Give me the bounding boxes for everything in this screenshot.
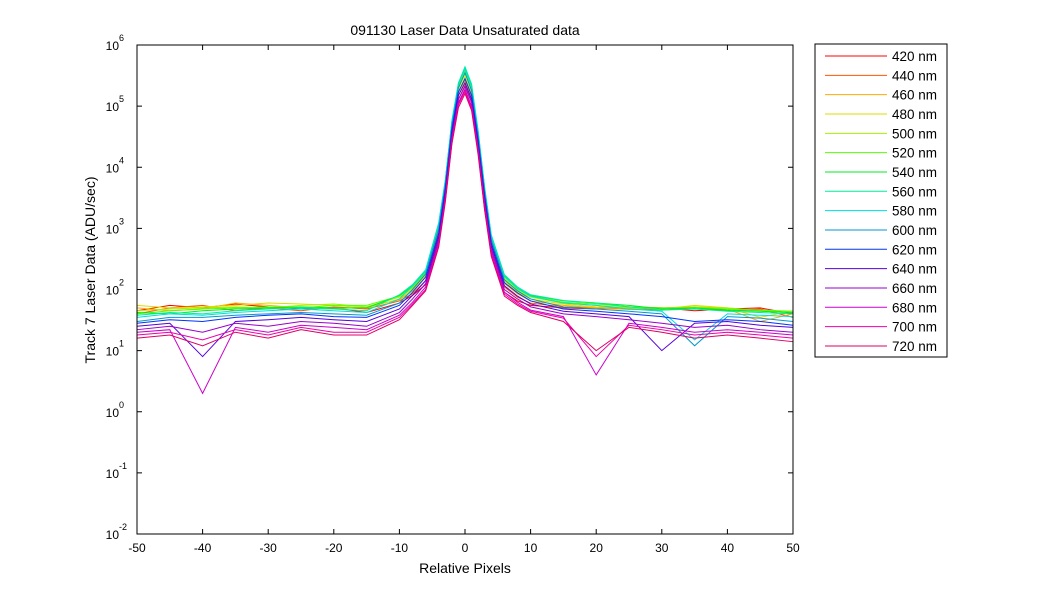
x-tick-label: -30 xyxy=(260,541,278,555)
y-tick-exponent: 3 xyxy=(119,216,124,226)
series-line-7 xyxy=(136,65,794,316)
y-tick-label: 10 xyxy=(106,100,120,114)
legend-label-8: 580 nm xyxy=(892,204,937,219)
y-tick-label: 10 xyxy=(106,528,120,542)
y-tick-label: 10 xyxy=(106,467,120,481)
y-tick-exponent: 4 xyxy=(119,155,124,165)
y-tick-exponent: -1 xyxy=(119,461,127,471)
y-tick-base: 10 xyxy=(106,528,120,542)
legend-label-12: 660 nm xyxy=(892,281,937,296)
x-axis-ticks: -50 -40 -30 -20 -10 0 10 20 30 40 50 xyxy=(128,45,800,555)
y-tick-exponent: 1 xyxy=(119,339,124,349)
legend-label-13: 680 nm xyxy=(892,300,937,315)
series-line-12 xyxy=(136,85,794,333)
series-line-13 xyxy=(136,87,794,395)
series-line-15 xyxy=(136,92,794,352)
y-tick-base: 10 xyxy=(106,100,120,114)
x-tick-label: 10 xyxy=(524,541,538,555)
y-tick-base: 10 xyxy=(106,345,120,359)
series-line-10 xyxy=(136,77,794,326)
legend-label-14: 700 nm xyxy=(892,320,937,335)
legend-label-9: 600 nm xyxy=(892,223,937,238)
y-tick-label: 10 xyxy=(106,161,120,175)
y-tick-label: 10 xyxy=(106,222,120,236)
y-tick-label: 10 xyxy=(106,39,120,53)
legend-label-6: 540 nm xyxy=(892,165,937,180)
y-tick-exponent: -2 xyxy=(119,522,127,532)
legend-label-0: 420 nm xyxy=(892,49,937,64)
x-tick-label: -50 xyxy=(128,541,146,555)
chart-title: 091130 Laser Data Unsaturated data xyxy=(350,22,580,38)
y-tick-exponent: 6 xyxy=(119,33,124,43)
legend-label-7: 560 nm xyxy=(892,184,937,199)
legend-label-11: 640 nm xyxy=(892,262,937,277)
series-line-8 xyxy=(136,67,794,341)
x-tick-label: -20 xyxy=(325,541,343,555)
y-tick-base: 10 xyxy=(106,406,120,420)
legend-label-3: 480 nm xyxy=(892,107,937,122)
y-axis-label: Track 7 Laser Data (ADU/sec) xyxy=(82,177,98,364)
x-tick-label: 20 xyxy=(590,541,604,555)
x-tick-label: 30 xyxy=(655,541,669,555)
x-tick-label: 0 xyxy=(462,541,469,555)
series-line-11 xyxy=(136,81,794,358)
legend-label-10: 620 nm xyxy=(892,242,937,257)
series-line-9 xyxy=(136,71,794,347)
x-tick-label: 40 xyxy=(721,541,735,555)
x-tick-label: 50 xyxy=(786,541,800,555)
series-lines xyxy=(136,65,794,395)
legend-label-1: 440 nm xyxy=(892,68,937,83)
series-line-14 xyxy=(136,90,794,358)
y-tick-label: 10 xyxy=(106,345,120,359)
y-tick-exponent: 5 xyxy=(119,94,124,104)
y-tick-base: 10 xyxy=(106,39,120,53)
plot-area xyxy=(137,45,793,534)
legend: 420 nm 440 nm 460 nm 480 nm 500 nm 520 nm 540 … xyxy=(814,43,948,358)
y-tick-base: 10 xyxy=(106,161,120,175)
legend-label-15: 720 nm xyxy=(892,339,937,354)
y-tick-base: 10 xyxy=(106,284,120,298)
y-tick-base: 10 xyxy=(106,222,120,236)
y-tick-base: 10 xyxy=(106,467,120,481)
legend-box xyxy=(814,43,948,358)
y-tick-label: 10 xyxy=(106,284,120,298)
x-tick-label: -40 xyxy=(194,541,212,555)
legend-label-2: 460 nm xyxy=(892,88,937,103)
legend-label-4: 500 nm xyxy=(892,126,937,141)
x-axis-label: Relative Pixels xyxy=(419,560,511,576)
legend-label-5: 520 nm xyxy=(892,146,937,161)
x-tick-label: -10 xyxy=(391,541,409,555)
y-tick-label: 10 xyxy=(106,406,120,420)
y-tick-exponent: 0 xyxy=(119,400,124,410)
y-tick-exponent: 2 xyxy=(119,278,124,288)
